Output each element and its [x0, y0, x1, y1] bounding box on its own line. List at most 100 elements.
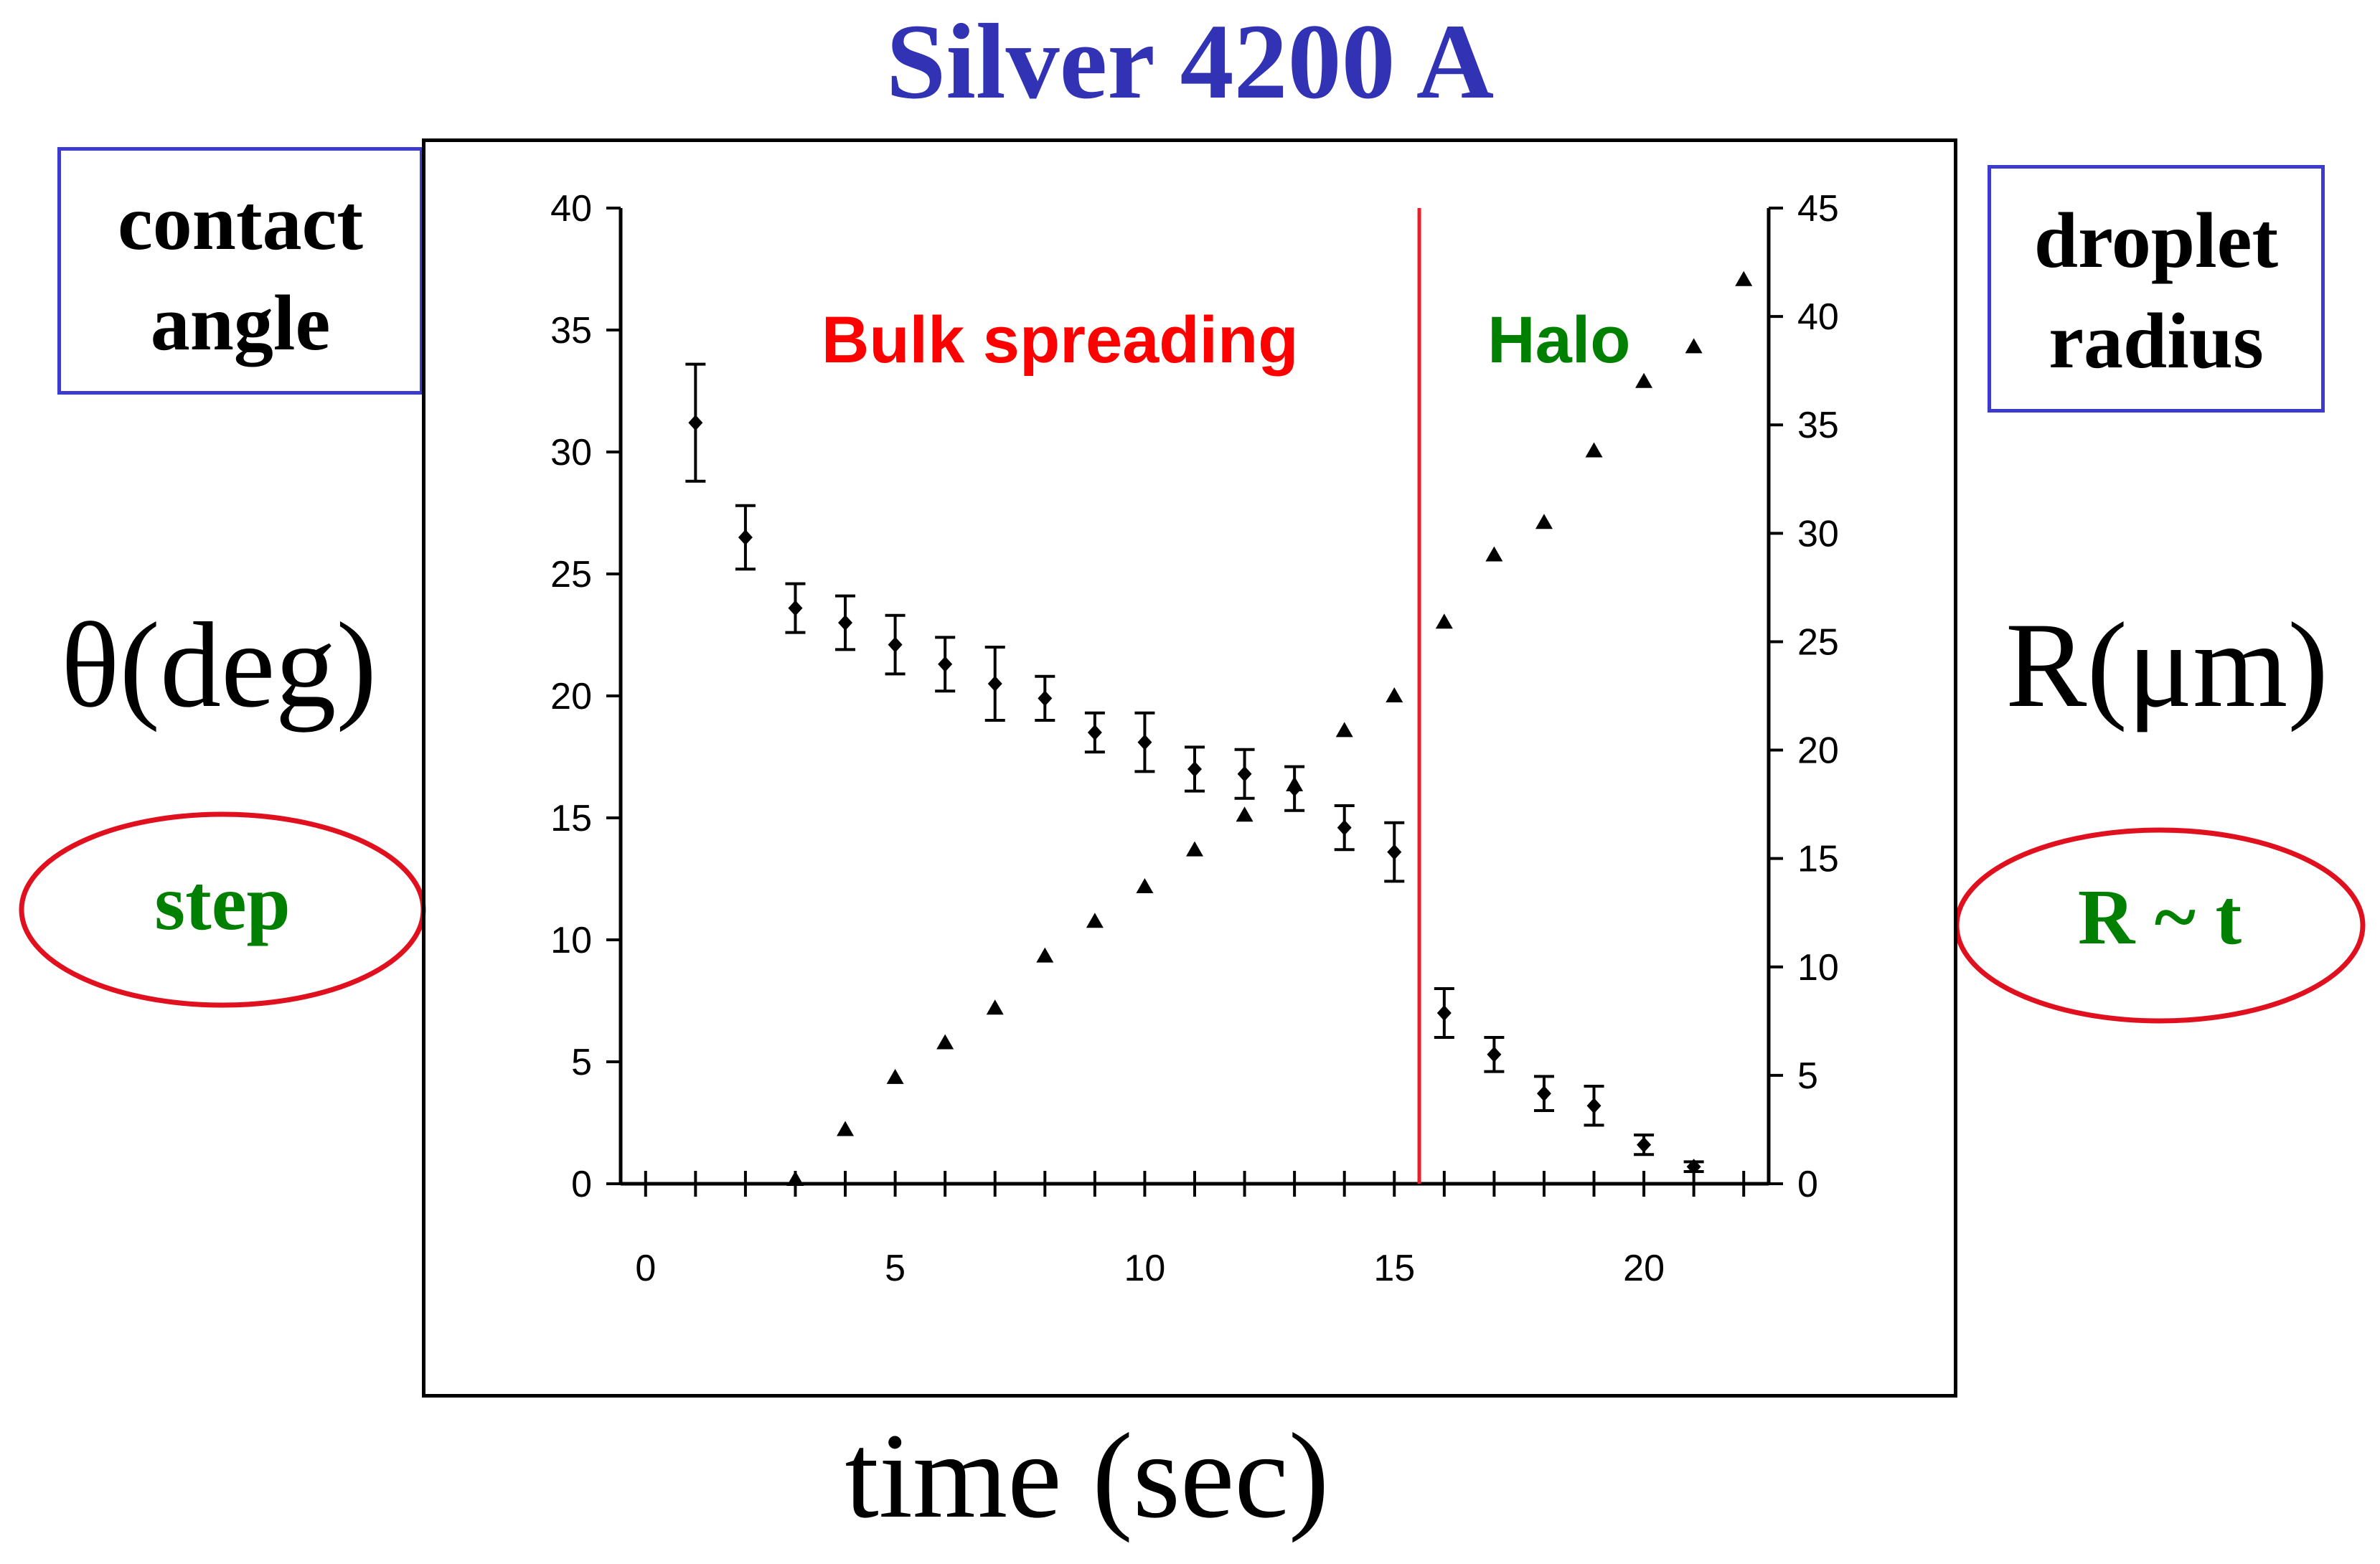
- diamond-marker: [1087, 725, 1102, 740]
- radius-triangle-marker: [786, 1170, 804, 1186]
- left-y-tick-label: 15: [550, 798, 592, 839]
- x-tick-label: 20: [1623, 1248, 1665, 1289]
- radius-triangle-marker: [936, 1034, 954, 1050]
- radius-triangle-marker: [1286, 776, 1304, 791]
- radius-triangle-marker: [1635, 372, 1653, 388]
- left-y-tick-label: 5: [571, 1042, 592, 1083]
- contact-angle-point: [1084, 711, 1105, 754]
- plot-frame: [422, 138, 1957, 1398]
- contact-angle-point: [1533, 1075, 1554, 1112]
- contact-angle-line2: angle: [150, 279, 331, 367]
- left-y-tick-label: 25: [550, 554, 592, 595]
- contact-angle-point: [1185, 745, 1205, 793]
- diamond-marker: [788, 600, 803, 616]
- diamond-marker: [1536, 1085, 1551, 1102]
- radius-triangle-marker: [1435, 613, 1453, 629]
- droplet-radius-line2: radius: [2049, 297, 2264, 385]
- contact-angle-box: contact angle: [57, 147, 423, 395]
- radius-triangle-marker: [1036, 947, 1054, 963]
- contact-angle-point: [935, 636, 956, 693]
- droplet-radius-line1: droplet: [2033, 197, 2279, 284]
- bulk-spreading-label: Bulk spreading: [822, 303, 1299, 377]
- radius-triangle-marker: [1086, 913, 1104, 928]
- diamond-marker: [1487, 1046, 1502, 1063]
- chart-title: Silver 4200 A: [885, 2, 1495, 121]
- diamond-marker: [1436, 1005, 1452, 1021]
- contact-angle-point: [785, 582, 806, 634]
- radius-triangle-marker: [1335, 722, 1353, 738]
- diamond-marker: [1137, 734, 1152, 750]
- radius-triangle-marker: [1186, 841, 1203, 857]
- diamond-marker: [938, 656, 953, 672]
- x-tick-label: 0: [635, 1248, 656, 1289]
- diamond-marker: [1637, 1136, 1652, 1153]
- radius-triangle-marker: [886, 1068, 904, 1084]
- radius-triangle-marker: [986, 999, 1004, 1015]
- contact-angle-point: [685, 362, 706, 483]
- diamond-marker: [1038, 690, 1053, 707]
- radius-triangle-marker: [1136, 877, 1154, 893]
- contact-angle-point: [1134, 711, 1155, 773]
- radius-triangle-marker: [1386, 687, 1403, 702]
- contact-angle-point: [1484, 1036, 1505, 1073]
- contact-angle-point: [1234, 748, 1255, 800]
- right-y-tick-label: 0: [1797, 1164, 1818, 1205]
- contact-angle-point: [735, 504, 756, 571]
- contact-angle-point: [1035, 674, 1055, 722]
- left-y-tick-label: 20: [550, 676, 592, 717]
- contact-angle-point: [1584, 1085, 1604, 1127]
- diamond-marker: [1337, 819, 1352, 836]
- contact-angle-point: [984, 646, 1005, 722]
- right-y-tick-label: 15: [1797, 839, 1839, 880]
- x-tick-label: 15: [1373, 1248, 1415, 1289]
- left-y-tick-label: 30: [550, 432, 592, 474]
- diamond-marker: [738, 529, 753, 545]
- radius-triangle-marker: [1685, 338, 1703, 354]
- diamond-marker: [1187, 761, 1202, 777]
- diamond-marker: [838, 615, 853, 631]
- radius-triangle-marker: [1535, 514, 1553, 529]
- radius-triangle-marker: [1236, 806, 1254, 822]
- radius-triangle-marker: [1585, 442, 1603, 458]
- left-y-tick-label: 10: [550, 920, 592, 961]
- contact-angle-point: [1683, 1159, 1704, 1175]
- step-label: step: [154, 859, 291, 946]
- contact-angle-point: [885, 613, 906, 676]
- halo-label: Halo: [1487, 303, 1630, 377]
- right-y-tick-label: 20: [1797, 730, 1839, 772]
- right-y-tick-label: 45: [1797, 188, 1839, 230]
- diamond-marker: [888, 636, 903, 653]
- contact-angle-point: [1634, 1134, 1655, 1156]
- contact-angle-point: [835, 594, 856, 651]
- right-y-tick-label: 10: [1797, 947, 1839, 989]
- right-y-tick-label: 30: [1797, 513, 1839, 555]
- x-tick-label: 5: [885, 1248, 906, 1289]
- droplet-radius-box: droplet radius: [1988, 165, 2325, 413]
- diamond-marker: [1686, 1159, 1701, 1175]
- right-axis-name: R(μm): [2005, 598, 2328, 732]
- diamond-marker: [987, 676, 1002, 692]
- right-y-tick-label: 5: [1797, 1055, 1818, 1097]
- diamond-marker: [1237, 765, 1252, 782]
- right-y-tick-label: 40: [1797, 296, 1839, 338]
- diamond-marker: [688, 415, 703, 431]
- left-y-tick-label: 35: [550, 310, 592, 352]
- radius-triangle-marker: [1735, 270, 1753, 286]
- left-y-tick-label: 0: [571, 1164, 592, 1205]
- contact-angle-point: [1334, 804, 1355, 852]
- radius-triangle-marker: [837, 1121, 855, 1136]
- r-t-label: R ~ t: [2077, 873, 2242, 961]
- left-axis-name: θ(deg): [61, 598, 377, 732]
- contact-angle-line1: contact: [117, 179, 364, 266]
- right-y-tick-label: 35: [1797, 405, 1839, 446]
- contact-angle-point: [1384, 821, 1405, 883]
- left-y-tick-label: 40: [550, 188, 592, 230]
- right-y-tick-label: 25: [1797, 621, 1839, 663]
- diamond-marker: [1387, 844, 1402, 860]
- x-tick-label: 10: [1124, 1248, 1166, 1289]
- contact-angle-point: [1434, 987, 1454, 1039]
- diamond-marker: [1586, 1098, 1601, 1114]
- x-axis-name: time (sec): [845, 1408, 1330, 1543]
- radius-triangle-marker: [1485, 546, 1503, 562]
